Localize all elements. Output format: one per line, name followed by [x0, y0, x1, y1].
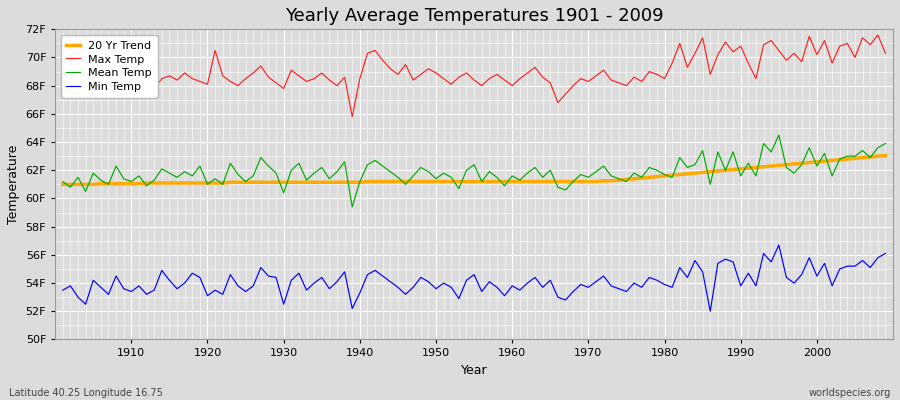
20 Yr Trend [331, 180, 342, 185]
Max Temp [331, 83, 342, 88]
Mean Temp [286, 168, 297, 173]
Mean Temp [515, 178, 526, 182]
Line: Max Temp: Max Temp [63, 35, 886, 117]
20 Yr Trend [880, 153, 891, 158]
Text: worldspecies.org: worldspecies.org [809, 388, 891, 398]
Min Temp [598, 274, 609, 278]
Max Temp [872, 32, 883, 37]
20 Yr Trend [500, 179, 510, 184]
Max Temp [507, 83, 517, 88]
20 Yr Trend [118, 181, 129, 186]
Min Temp [58, 288, 68, 292]
Line: Mean Temp: Mean Temp [63, 135, 886, 207]
Mean Temp [58, 179, 68, 184]
Y-axis label: Temperature: Temperature [7, 145, 20, 224]
X-axis label: Year: Year [461, 364, 488, 377]
Min Temp [118, 286, 129, 291]
Mean Temp [606, 174, 616, 178]
Min Temp [880, 251, 891, 256]
20 Yr Trend [286, 180, 297, 185]
Legend: 20 Yr Trend, Max Temp, Mean Temp, Min Temp: 20 Yr Trend, Max Temp, Mean Temp, Min Te… [60, 35, 158, 98]
Text: Latitude 40.25 Longitude 16.75: Latitude 40.25 Longitude 16.75 [9, 388, 163, 398]
Min Temp [773, 243, 784, 248]
Mean Temp [118, 176, 129, 181]
Max Temp [880, 51, 891, 56]
Max Temp [58, 78, 68, 82]
Min Temp [507, 284, 517, 288]
Mean Temp [331, 169, 342, 174]
Mean Temp [507, 174, 517, 178]
Max Temp [606, 78, 616, 82]
Min Temp [286, 278, 297, 283]
Mean Temp [880, 141, 891, 146]
Mean Temp [346, 204, 357, 209]
20 Yr Trend [58, 182, 68, 187]
Min Temp [331, 279, 342, 284]
20 Yr Trend [598, 178, 609, 183]
Min Temp [500, 293, 510, 298]
Min Temp [705, 309, 716, 314]
20 Yr Trend [507, 179, 517, 184]
Mean Temp [773, 133, 784, 138]
Max Temp [286, 68, 297, 72]
Line: 20 Yr Trend: 20 Yr Trend [63, 156, 886, 184]
Max Temp [118, 82, 129, 87]
Max Temp [346, 114, 357, 119]
Max Temp [515, 76, 526, 81]
Title: Yearly Average Temperatures 1901 - 2009: Yearly Average Temperatures 1901 - 2009 [284, 7, 663, 25]
Line: Min Temp: Min Temp [63, 245, 886, 311]
